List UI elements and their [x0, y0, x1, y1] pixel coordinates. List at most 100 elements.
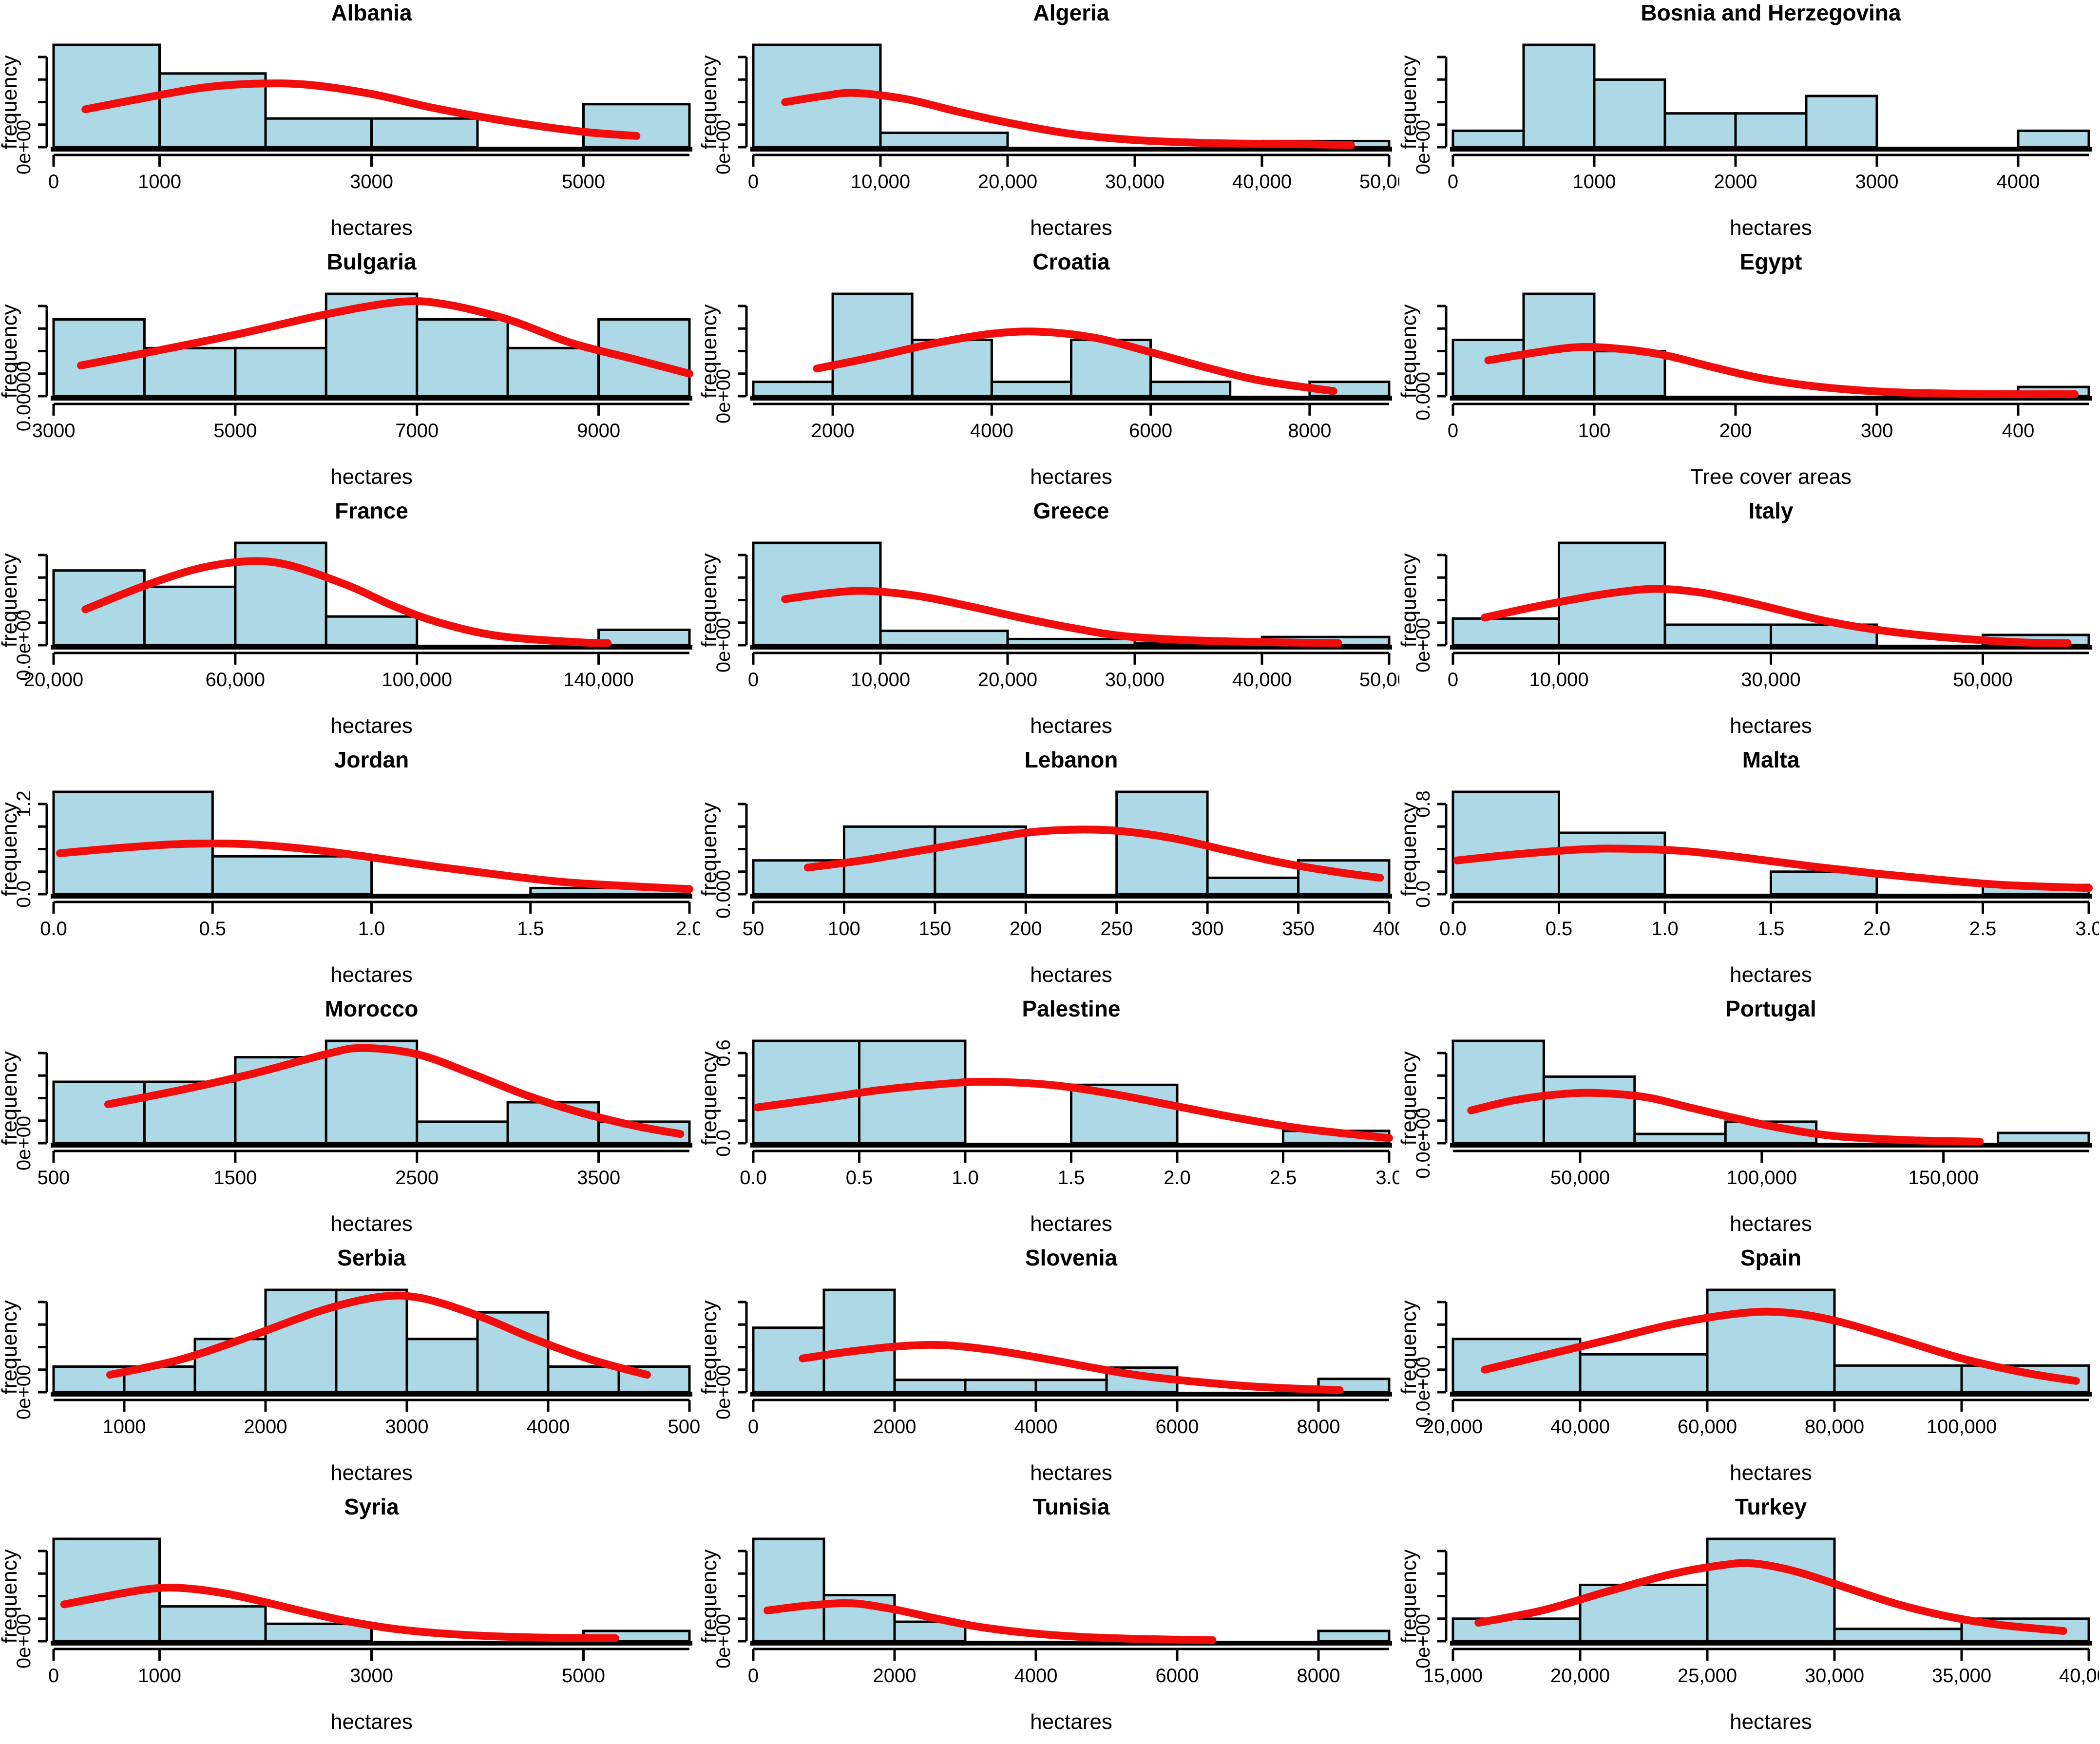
- x-tick-label: 5000: [562, 1665, 605, 1687]
- country-panel: 50 100 150 200 250 300 350 400 0.000 Lebanon hecta…: [700, 747, 1399, 996]
- x-axis-label: hectares: [1030, 963, 1112, 987]
- density-curve: [803, 825, 1384, 882]
- histogram-bar: [1734, 112, 1808, 149]
- histogram-bar: [582, 103, 691, 149]
- x-tick-label: 1.5: [1757, 918, 1785, 939]
- histogram-bar: [416, 318, 509, 398]
- density-curve: [60, 1584, 619, 1642]
- histogram-bar: [1593, 350, 1666, 398]
- histogram-bar: [1451, 617, 1560, 647]
- density-curve: [106, 1291, 651, 1379]
- y-axis-label: frequency: [0, 802, 21, 896]
- x-axis-label: hectares: [330, 1461, 413, 1485]
- x-tick-label: 2000: [244, 1416, 287, 1437]
- x-tick-label: 200: [1010, 918, 1042, 939]
- x-tick-label: 1000: [138, 1665, 181, 1687]
- density-curve: [799, 1341, 1344, 1394]
- histogram-bar: [879, 630, 1009, 647]
- x-tick-label: 80,000: [1805, 1416, 1864, 1437]
- x-tick-label: 1.5: [517, 918, 544, 939]
- x-tick-label: 20,000: [24, 669, 83, 690]
- x-tick-label: 0.5: [846, 1167, 873, 1188]
- y-axis-label: frequency: [1399, 802, 1421, 896]
- country-panel: 0.0 0.5 1.0 1.5 2.0 0.0 1.2 Jordan hectares frequ…: [0, 747, 700, 996]
- density-curve: [764, 1599, 1217, 1644]
- x-tick-label: 6000: [1156, 1416, 1199, 1437]
- x-tick-label: 2.5: [1270, 1167, 1297, 1188]
- x-tick-label: 2.5: [1969, 918, 1997, 939]
- x-tick-label: 0.0: [40, 918, 67, 939]
- y-axis-label: frequency: [700, 1051, 721, 1145]
- histogram-chart: 0 1000 3000 5000 0e+00 Albania hectares frequen…: [0, 0, 692, 240]
- density-curve: [104, 1044, 685, 1138]
- x-tick-label: 0.0: [740, 1167, 767, 1188]
- histogram-chart: 0 2000 4000 6000 8000 0e+00 Tunisia hectares fre…: [700, 1494, 1392, 1734]
- histogram-bar: [1663, 623, 1772, 647]
- panel-title: Greece: [1033, 498, 1109, 523]
- x-tick-label: 2000: [1714, 171, 1757, 192]
- x-tick-label: 2.0: [1863, 918, 1890, 939]
- x-tick-label: 100,000: [1927, 1416, 1997, 1437]
- histogram-bar: [1522, 43, 1596, 149]
- histogram-bar: [964, 1379, 1037, 1394]
- density-curve: [781, 89, 1355, 149]
- histogram-bar: [1663, 112, 1737, 149]
- histogram-bar: [370, 117, 479, 149]
- x-axis-label: hectares: [1730, 1710, 1812, 1734]
- x-tick-label: 350: [1282, 918, 1315, 939]
- x-tick-label: 200: [1719, 420, 1752, 441]
- x-tick-label: 8000: [1297, 1416, 1340, 1437]
- histogram-bar: [416, 1120, 509, 1145]
- y-axis-label: frequency: [700, 802, 721, 896]
- density-curve: [1467, 1089, 1984, 1146]
- x-tick-label: 10,000: [851, 171, 910, 192]
- y-axis-label: frequency: [1399, 1051, 1421, 1145]
- y-tick-label: 0.0: [13, 881, 35, 908]
- histogram-bar: [1451, 339, 1525, 398]
- histogram-bar: [1558, 831, 1666, 896]
- density-curve: [76, 297, 693, 378]
- x-tick-label: 2500: [395, 1167, 439, 1188]
- x-axis-label: hectares: [1030, 1461, 1112, 1485]
- histogram-bar: [2017, 129, 2090, 149]
- panel-title: Tunisia: [1033, 1494, 1110, 1519]
- histogram-chart: 0 2000 4000 6000 8000 0e+00 Slovenia hectares fr…: [700, 1245, 1392, 1485]
- x-tick-label: 6000: [1129, 420, 1172, 441]
- histogram-chart: 2000 4000 6000 8000 0e+00 Croatia hectares freq…: [700, 249, 1392, 489]
- x-tick-label: 0: [748, 669, 759, 690]
- histogram-chart: 500 1500 2500 3500 0e+00 Morocco hectares frequ…: [0, 996, 692, 1236]
- x-tick-label: 3000: [350, 171, 393, 192]
- country-panel: 0 1000 2000 3000 4000 0e+00 Bosnia and Herzego…: [1399, 0, 2099, 249]
- y-tick-label: 0.000: [1413, 372, 1434, 421]
- x-tick-label: 20,000: [978, 669, 1037, 690]
- histogram-chart: 0 10,000 20,000 30,000 40,000 50,000 0e+00 Gree…: [700, 498, 1399, 738]
- histogram-bar: [893, 1379, 967, 1394]
- histogram-chart: 0.0 0.5 1.0 1.5 2.0 0.0 1.2 Jordan hectares frequ…: [0, 747, 700, 987]
- histogram-bar: [1206, 876, 1299, 896]
- x-tick-label: 100: [1578, 420, 1611, 441]
- y-axis-label: frequency: [0, 1300, 21, 1394]
- histogram-bar: [1034, 1379, 1108, 1394]
- histogram-bar: [143, 585, 237, 647]
- x-tick-label: 25,000: [1678, 1665, 1737, 1687]
- y-tick-label: 0.0: [713, 1130, 734, 1157]
- x-tick-label: 20,000: [1423, 1416, 1483, 1437]
- x-tick-label: 0: [1448, 171, 1458, 192]
- country-panel: 15,000 20,000 25,000 30,000 35,000 40,000 0e+0…: [1399, 1494, 2099, 1743]
- country-panel: 20,000 60,000 100,000 140,000 0.0e+00 France h…: [0, 498, 700, 747]
- y-tick-label: 0e+00: [13, 120, 35, 174]
- panel-title: Lebanon: [1025, 747, 1118, 772]
- x-axis-label: hectares: [1030, 465, 1112, 489]
- y-axis-label: frequency: [700, 1549, 721, 1643]
- density-curve: [753, 1077, 1393, 1142]
- panel-title: Slovenia: [1025, 1245, 1118, 1270]
- x-tick-label: 3000: [1855, 171, 1899, 192]
- y-tick-label: 0e+00: [713, 120, 734, 174]
- x-tick-label: 3000: [32, 420, 76, 441]
- histogram-bar: [752, 381, 834, 398]
- histogram-bar: [831, 292, 914, 398]
- y-axis-label: frequency: [0, 1549, 21, 1643]
- x-tick-label: 2000: [873, 1416, 916, 1437]
- density-curve: [813, 327, 1337, 395]
- x-tick-label: 60,000: [1678, 1416, 1737, 1437]
